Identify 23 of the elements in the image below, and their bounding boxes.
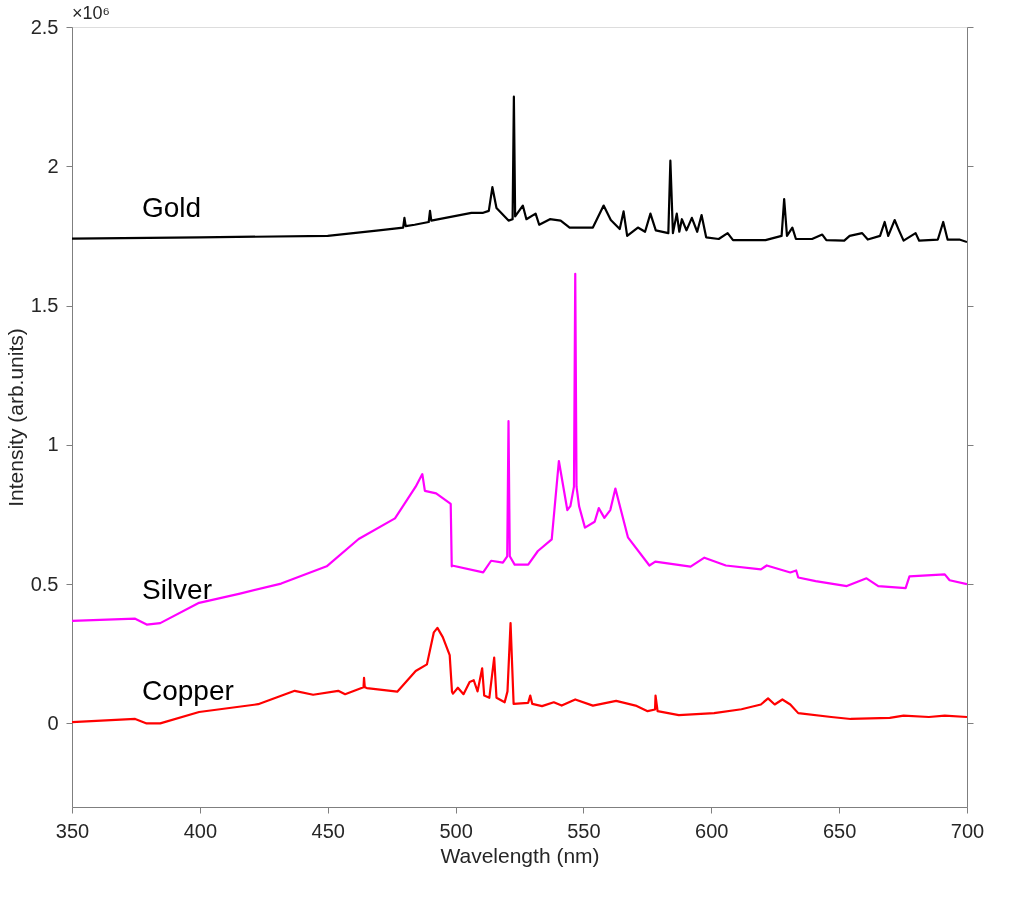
series-label: Gold bbox=[142, 191, 202, 223]
y-tick-label: 1 bbox=[47, 433, 59, 456]
line-series bbox=[72, 272, 967, 626]
x-axis-title: Wavelength (nm) bbox=[440, 843, 600, 867]
x-tick-label: 650 bbox=[822, 819, 857, 842]
x-tick-label: 500 bbox=[439, 819, 473, 842]
x-tick-label: 350 bbox=[55, 819, 90, 842]
y-tick-label: 0 bbox=[47, 711, 59, 734]
x-tick-label: 600 bbox=[695, 819, 729, 842]
y-tick-label: 2 bbox=[47, 154, 59, 177]
y-tick-label: 2.5 bbox=[30, 15, 59, 38]
line-series bbox=[72, 622, 967, 725]
series-label: Copper bbox=[142, 675, 234, 707]
line-series bbox=[72, 95, 967, 244]
x-tick-label: 550 bbox=[567, 819, 601, 842]
x-tick-label: 700 bbox=[950, 819, 985, 842]
y-axis-title: Intensity (arb.units) bbox=[3, 328, 27, 507]
y-tick-label: 1.5 bbox=[30, 294, 59, 317]
text: ×10⁶ bbox=[72, 3, 110, 23]
series-label: Silver bbox=[142, 573, 213, 605]
x-tick-label: 400 bbox=[183, 819, 218, 842]
x-tick-label: 450 bbox=[311, 819, 345, 842]
y-tick-label: 0.5 bbox=[30, 572, 59, 595]
